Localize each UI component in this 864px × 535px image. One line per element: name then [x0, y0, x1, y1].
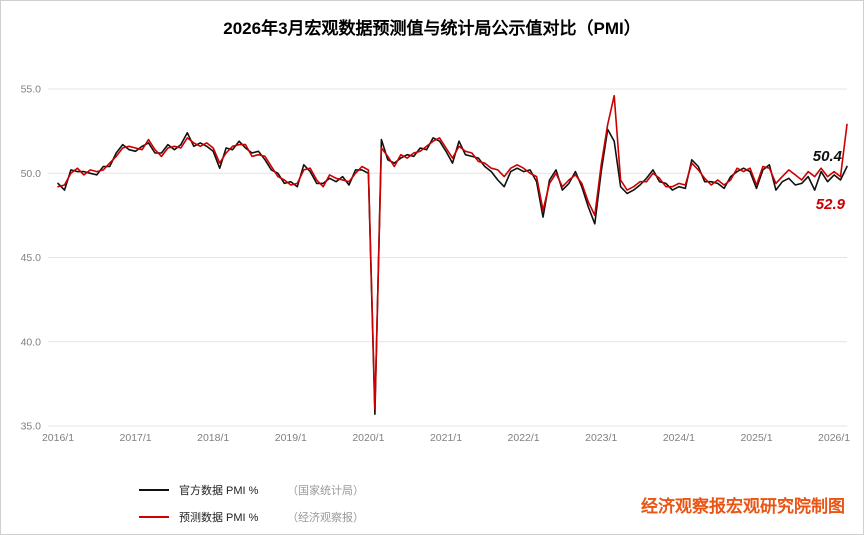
- chart-legend: 官方数据 PMI % （国家统计局） 预测数据 PMI % （经济观察报）: [139, 482, 364, 525]
- svg-text:50.4: 50.4: [813, 148, 843, 165]
- svg-text:2020/1: 2020/1: [352, 432, 384, 444]
- svg-text:2024/1: 2024/1: [663, 432, 695, 444]
- svg-text:40.0: 40.0: [21, 336, 42, 348]
- svg-text:52.9: 52.9: [816, 196, 846, 213]
- svg-text:2019/1: 2019/1: [275, 432, 307, 444]
- legend-item-forecast: 预测数据 PMI % （经济观察报）: [139, 509, 364, 525]
- official-line-swatch: [139, 489, 169, 491]
- svg-text:50.0: 50.0: [21, 168, 42, 180]
- svg-text:2017/1: 2017/1: [120, 432, 152, 444]
- svg-text:35.0: 35.0: [21, 421, 42, 433]
- legend-forecast-source: （经济观察报）: [287, 512, 364, 524]
- svg-text:2018/1: 2018/1: [197, 432, 229, 444]
- legend-official-source: （国家统计局）: [287, 485, 364, 497]
- svg-text:2025/1: 2025/1: [740, 432, 772, 444]
- pmi-line-chart: 35.0 40.0 45.0 50.0 55.0 2016/1 2017/1 2018/1 20…: [21, 84, 851, 445]
- svg-text:2021/1: 2021/1: [430, 432, 462, 444]
- svg-text:55.0: 55.0: [21, 84, 42, 96]
- svg-text:2023/1: 2023/1: [585, 432, 617, 444]
- forecast-line-swatch: [139, 516, 169, 518]
- svg-text:45.0: 45.0: [21, 252, 42, 264]
- watermark-credit: 经济观察报宏观研究院制图: [641, 497, 845, 516]
- legend-forecast-label: 预测数据 PMI %: [179, 512, 259, 524]
- svg-text:2016/1: 2016/1: [42, 432, 74, 444]
- legend-official-label: 官方数据 PMI %: [179, 485, 259, 497]
- svg-text:2026/1: 2026/1: [818, 432, 850, 444]
- svg-text:2022/1: 2022/1: [508, 432, 540, 444]
- legend-item-official: 官方数据 PMI % （国家统计局）: [139, 482, 364, 498]
- page-title: 2026年3月宏观数据预测值与统计局公示值对比（PMI）: [223, 19, 641, 38]
